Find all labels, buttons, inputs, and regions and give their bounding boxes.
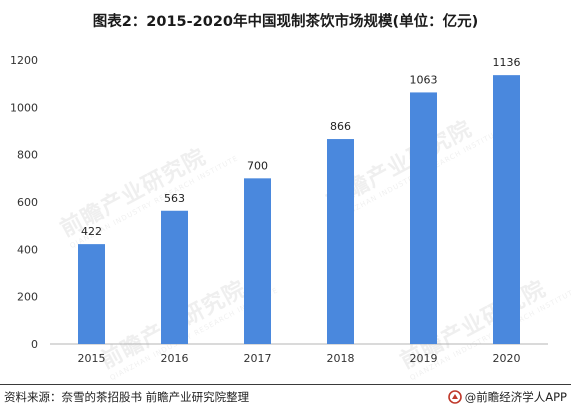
y-tick-label: 400 bbox=[17, 243, 38, 256]
x-tick-label: 2015 bbox=[78, 352, 106, 365]
data-label: 866 bbox=[330, 120, 351, 133]
brand-label: @前瞻经济学人APP bbox=[464, 390, 567, 404]
y-tick-label: 1200 bbox=[10, 54, 38, 67]
chart-title: 图表2：2015-2020年中国现制茶饮市场规模(单位：亿元) bbox=[92, 14, 479, 30]
data-label: 563 bbox=[164, 192, 185, 205]
bar-chart: 0 200 400 600 800 1000 1200 422 2015 563 2016 700 20… bbox=[10, 54, 548, 365]
y-tick-label: 1000 bbox=[10, 101, 38, 114]
brand-credit: @前瞻经济学人APP bbox=[447, 389, 567, 405]
x-tick-label: 2020 bbox=[493, 352, 521, 365]
y-tick-label: 200 bbox=[17, 291, 38, 304]
bar bbox=[493, 75, 520, 344]
y-tick-label: 600 bbox=[17, 196, 38, 209]
source-note: 资料来源：奈雪的茶招股书 前瞻产业研究院整理 bbox=[4, 390, 250, 404]
bar bbox=[244, 178, 271, 344]
y-tick-label: 0 bbox=[31, 338, 38, 351]
bar bbox=[78, 244, 105, 344]
brand-logo-icon bbox=[447, 390, 462, 404]
x-tick-label: 2018 bbox=[327, 352, 355, 365]
footer-divider bbox=[0, 384, 571, 385]
data-label: 422 bbox=[81, 225, 102, 238]
y-tick-label: 800 bbox=[17, 149, 38, 162]
x-tick-label: 2019 bbox=[410, 352, 438, 365]
bar bbox=[327, 139, 354, 344]
data-label: 700 bbox=[247, 159, 268, 172]
bar bbox=[161, 210, 188, 344]
data-label: 1136 bbox=[493, 56, 521, 69]
x-tick-label: 2016 bbox=[161, 352, 189, 365]
x-tick-label: 2017 bbox=[244, 352, 272, 365]
data-label: 1063 bbox=[410, 73, 438, 86]
bar bbox=[410, 92, 437, 344]
